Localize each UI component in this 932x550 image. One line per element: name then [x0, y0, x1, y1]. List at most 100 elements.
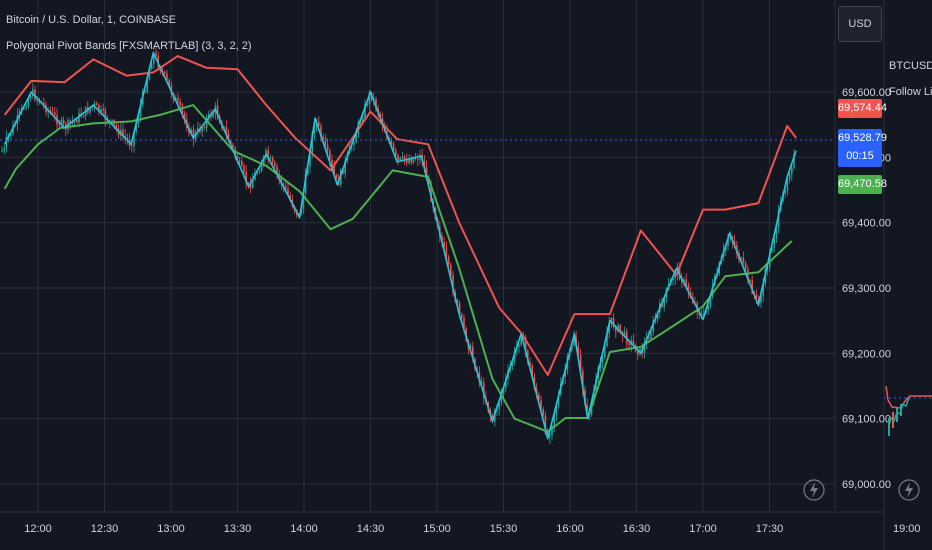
- candle-body: [148, 69, 151, 80]
- candle-body: [538, 394, 540, 401]
- upper-series-line: [3, 55, 797, 376]
- candle-body: [707, 305, 709, 310]
- candle-body: [181, 105, 184, 114]
- candle-body: [155, 52, 157, 56]
- candle-body: [18, 111, 21, 115]
- x-tick-label: 12:00: [24, 523, 52, 535]
- candle-body: [749, 280, 751, 282]
- candle-body: [740, 257, 742, 260]
- lightning-icon[interactable]: [898, 479, 920, 501]
- candle-body: [168, 79, 170, 86]
- candle-body: [681, 279, 683, 283]
- upper-band-value: 69,574.44: [838, 102, 887, 114]
- candle-body: [133, 131, 135, 147]
- candle-body: [685, 279, 687, 285]
- candle-body: [656, 312, 659, 320]
- candle-body: [456, 300, 459, 303]
- candle-body: [69, 120, 71, 123]
- candle-body: [412, 157, 415, 163]
- candle-body: [247, 182, 250, 184]
- candle-body: [320, 126, 322, 137]
- candle-body: [727, 239, 729, 246]
- candle-body: [194, 132, 197, 140]
- candle-body: [608, 323, 610, 334]
- candle-body: [192, 129, 195, 140]
- candle-body: [762, 283, 764, 297]
- candle-body: [518, 344, 520, 347]
- candle-body: [227, 133, 230, 142]
- candle-body: [577, 346, 580, 355]
- candle-body: [733, 241, 736, 246]
- candle-body: [177, 98, 179, 102]
- candle-body: [430, 182, 432, 201]
- candle-body: [410, 159, 412, 163]
- candle-body: [1, 150, 3, 152]
- candle-body: [564, 370, 566, 378]
- candle-body: [212, 112, 214, 118]
- candle-body: [60, 119, 63, 125]
- x-tick-label: 15:30: [490, 523, 518, 535]
- candle-body: [36, 99, 38, 101]
- x-tick-label: 12:30: [91, 523, 119, 535]
- candle-body: [366, 104, 368, 106]
- x-tick-label: 17:00: [689, 523, 717, 535]
- candle-body: [392, 143, 395, 151]
- candle-body: [29, 96, 32, 99]
- candle-body: [500, 394, 503, 403]
- candle-body: [637, 351, 639, 355]
- candle-body: [744, 263, 747, 270]
- lightning-icon[interactable]: [803, 479, 825, 501]
- candle-body: [709, 296, 712, 306]
- candle-body: [93, 103, 96, 106]
- candle-body: [153, 52, 155, 65]
- indicator-title: Polygonal Pivot Bands [FXSMARTLAB] (3, 3…: [6, 40, 252, 52]
- candle-body: [672, 278, 674, 280]
- y-tick-label: 69,100.00: [842, 414, 891, 426]
- candle-body: [399, 157, 401, 161]
- candle-body: [650, 331, 652, 339]
- candle-body: [610, 317, 613, 324]
- candle-body: [557, 394, 560, 407]
- candle-body: [287, 188, 289, 196]
- candle-body: [791, 167, 793, 175]
- candle-body: [100, 109, 102, 112]
- candle-body: [469, 346, 472, 349]
- candle-body: [122, 129, 124, 136]
- candle-body: [23, 107, 25, 109]
- candle-body: [648, 337, 650, 339]
- side-mini-chart: [884, 385, 932, 436]
- candle-body: [604, 346, 606, 358]
- candle-body: [661, 303, 663, 307]
- candle-body: [747, 269, 749, 281]
- candle-body: [82, 116, 85, 118]
- candle-body: [335, 174, 338, 179]
- candle-body: [586, 404, 588, 412]
- candle-body: [729, 237, 731, 240]
- candle-body: [27, 98, 30, 107]
- candle-body: [423, 161, 426, 168]
- candle-body: [203, 126, 206, 128]
- candle-body: [461, 314, 463, 318]
- x-tick-label: 17:30: [756, 523, 784, 535]
- x-tick-label: 15:00: [423, 523, 451, 535]
- currency-button[interactable]: USD: [838, 6, 882, 42]
- candle-body: [458, 302, 461, 315]
- candle-body: [755, 294, 758, 298]
- candle-body: [632, 340, 635, 345]
- candle-body: [49, 110, 52, 113]
- candle-body: [777, 210, 780, 228]
- candle-body: [342, 170, 344, 174]
- x-tick-label: 16:30: [623, 523, 651, 535]
- candle-body: [443, 241, 445, 248]
- candle-body: [289, 195, 291, 200]
- candle-body: [401, 156, 404, 158]
- lower-band-value: 69,470.58: [838, 178, 887, 190]
- candle-body: [445, 247, 448, 257]
- candle-body: [579, 354, 582, 371]
- candle-body: [496, 409, 498, 411]
- candle-body: [417, 158, 419, 160]
- candle-body: [447, 256, 450, 265]
- x-tick-label: 13:00: [157, 523, 185, 535]
- candle-body: [742, 257, 745, 264]
